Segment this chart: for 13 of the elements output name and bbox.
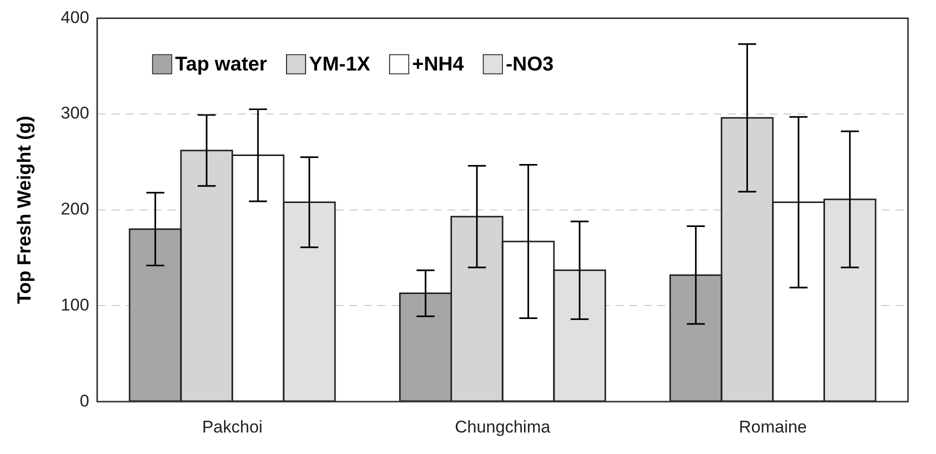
- y-tick-label: 300: [60, 104, 90, 123]
- y-axis-title: Top Fresh Weight (g): [14, 116, 36, 304]
- legend-label: -NO3: [506, 54, 554, 76]
- x-tick-label: Romaine: [738, 417, 807, 436]
- y-tick-label: 100: [60, 295, 90, 314]
- y-tick-label: 200: [60, 200, 90, 219]
- legend-label: YM-1X: [309, 54, 371, 76]
- y-tick-label: 0: [80, 391, 90, 410]
- legend-label: Tap water: [175, 54, 268, 76]
- legend-label: +NH4: [412, 54, 465, 76]
- y-tick-label: 400: [60, 8, 90, 27]
- x-tick-label: Chungchima: [454, 417, 551, 436]
- x-tick-label: Pakchoi: [202, 417, 263, 436]
